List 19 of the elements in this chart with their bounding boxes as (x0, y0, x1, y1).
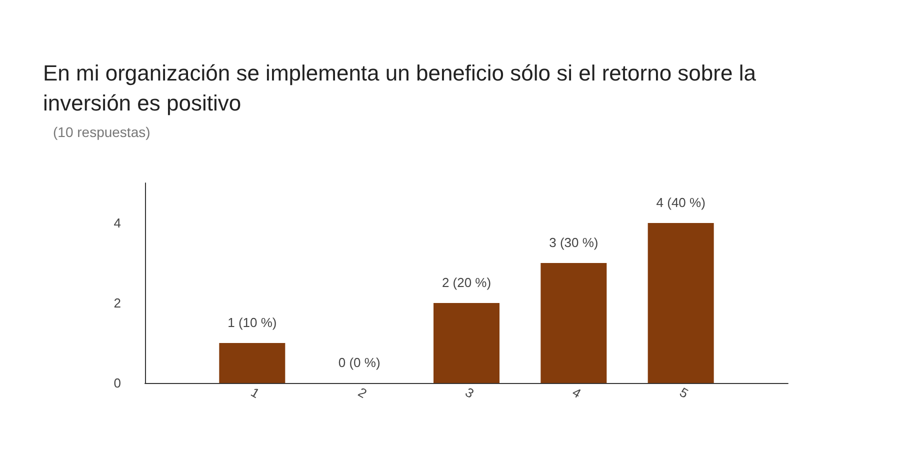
bar (648, 223, 714, 383)
bar (219, 343, 286, 383)
y-tick-label: 4 (114, 216, 121, 230)
y-tick-label: 0 (114, 376, 121, 390)
x-tick-label: 2 (356, 384, 370, 402)
x-tick-label: 1 (248, 384, 262, 402)
x-tick-label: 4 (570, 384, 584, 402)
bar (540, 263, 607, 383)
chart-subtitle: (10 respuestas) (53, 124, 150, 140)
x-tick-label: 5 (677, 384, 691, 402)
chart-title: En mi organización se implementa un beneficio sólo si el retorno sobre la inversión es positivo (43, 60, 762, 116)
data-label: 2 (20 %) (442, 275, 492, 290)
data-label: 3 (30 %) (549, 235, 598, 250)
data-label: 1 (10 %) (228, 315, 277, 330)
data-label: 0 (0 %) (338, 355, 380, 370)
y-tick-label: 2 (114, 296, 121, 310)
bar (434, 303, 500, 383)
data-label: 4 (40 %) (656, 195, 706, 210)
x-tick-label: 3 (462, 384, 477, 402)
